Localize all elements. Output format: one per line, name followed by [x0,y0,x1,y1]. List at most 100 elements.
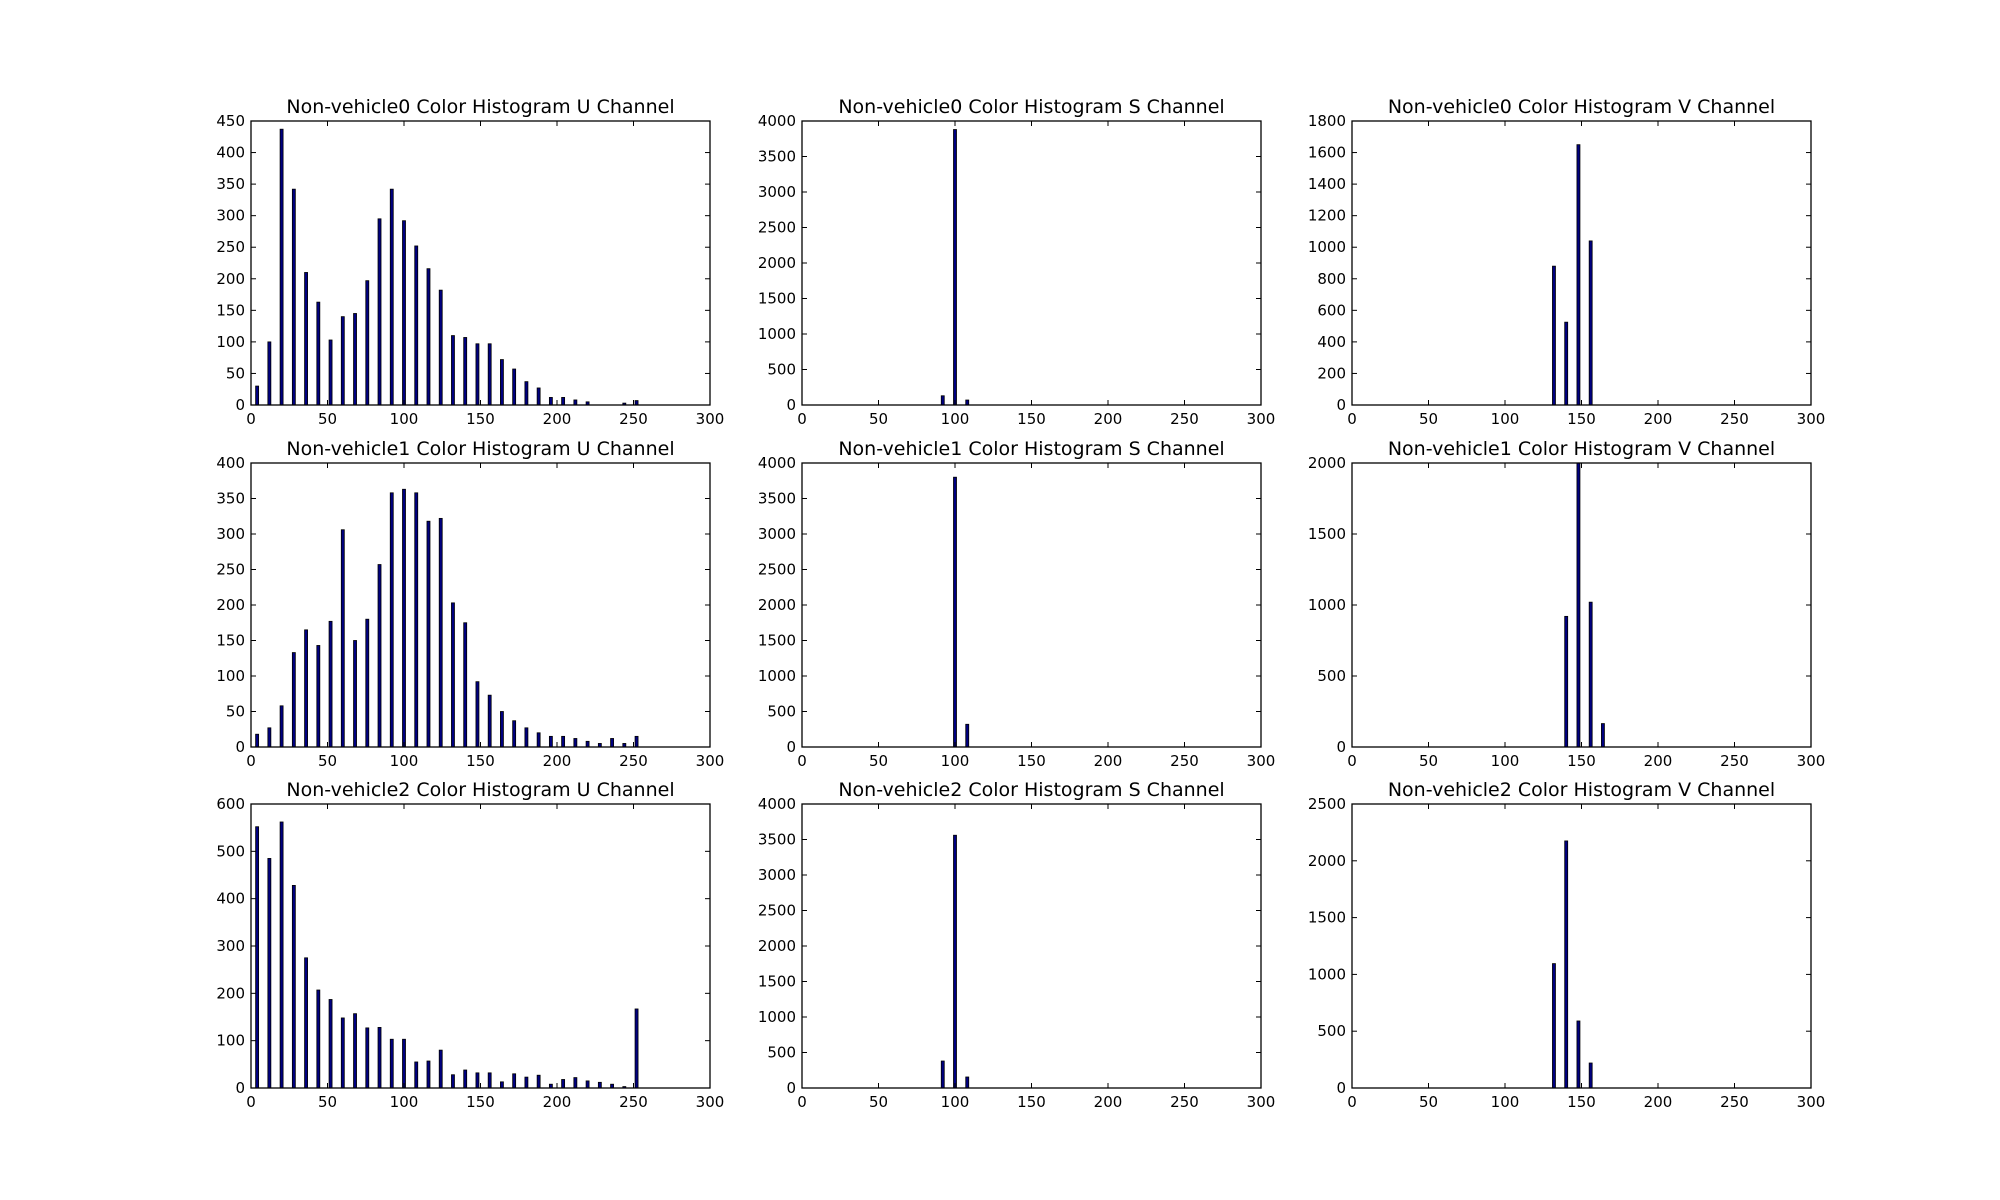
y-tick-label: 0 [786,738,796,756]
y-tick-label: 0 [235,738,245,756]
subplot-4: Non-vehicle1 Color Histogram S Channel 0 5… [758,438,1276,770]
y-tick-label: 2000 [758,254,796,272]
histogram-bar [536,1074,541,1089]
y-tick-label: 400 [216,890,245,908]
y-tick-label: 250 [216,238,245,256]
y-tick-label: 200 [1317,364,1346,382]
y-tick-label: 2500 [758,902,796,920]
y-tick-label: 3500 [758,148,796,166]
histogram-bar [965,723,970,748]
histogram-bar [291,885,296,1089]
histogram-bar [500,711,504,748]
histogram-bar [536,732,541,748]
histogram-bar [304,957,308,1089]
histogram-bar [279,821,284,1089]
histogram-bar [610,738,614,748]
y-tick-label: 2500 [758,561,796,579]
histogram-bar [536,387,541,406]
histogram-bar [328,339,333,406]
histogram-bar [597,1081,602,1089]
y-tick-label: 1500 [1308,525,1346,543]
y-tick-label: 1000 [1308,238,1346,256]
x-tick-label: 300 [1247,410,1276,428]
histogram-bar [328,620,333,748]
y-tick-label: 500 [767,361,796,379]
x-tick-label: 150 [1567,1093,1596,1111]
x-tick-label: 100 [390,1093,419,1111]
y-tick-label: 400 [1317,333,1346,351]
chart-title: Non-vehicle0 Color Histogram S Channel [838,96,1224,118]
histogram-bar [365,1027,370,1089]
y-tick-label: 350 [216,175,245,193]
x-tick-label: 200 [1644,752,1673,770]
histogram-bar [487,1072,492,1089]
y-tick-label: 100 [216,1032,245,1050]
x-tick-label: 50 [318,410,337,428]
histogram-bar [389,492,394,748]
y-tick-label: 100 [216,667,245,685]
x-tick-label: 300 [696,752,725,770]
histogram-bar [279,705,284,748]
plot-frame [801,462,1262,748]
histogram-bar [463,337,468,406]
y-tick-label: 400 [216,144,245,162]
y-tick-label: 0 [1336,1079,1346,1097]
histogram-bar [340,1017,345,1089]
histogram-bar [1552,265,1556,406]
x-tick-label: 250 [1170,1093,1199,1111]
y-tick-label: 350 [216,490,245,508]
y-tick-label: 0 [235,1079,245,1097]
histogram-bar [561,397,566,406]
plot-frame [1351,803,1812,1089]
bars [255,821,639,1089]
y-tick-label: 3000 [758,866,796,884]
y-tick-label: 150 [216,632,245,650]
chart-title: Non-vehicle1 Color Histogram S Channel [838,438,1224,460]
histogram-bar [500,1081,504,1089]
y-tick-label: 2500 [758,219,796,237]
x-tick-label: 150 [1017,752,1046,770]
y-tick-label: 4000 [758,795,796,813]
chart-title: Non-vehicle1 Color Histogram U Channel [286,438,674,460]
y-tick-label: 200 [216,270,245,288]
x-tick-label: 0 [797,752,807,770]
bars [255,128,639,406]
y-tick-label: 400 [216,454,245,472]
histogram-bar [475,1072,480,1089]
histogram-bar [953,834,957,1089]
histogram-bar [585,740,590,748]
x-tick-label: 300 [1247,1093,1276,1111]
subplot-0: Non-vehicle0 Color Histogram U Channel 0 5… [216,96,724,428]
subplot-7: Non-vehicle2 Color Histogram S Channel 0 5… [758,779,1276,1111]
y-tick-label: 500 [216,842,245,860]
histogram-bar [365,618,370,748]
y-tick-label: 0 [786,1079,796,1097]
y-tick-label: 50 [226,364,245,382]
x-tick-label: 250 [1170,752,1199,770]
y-tick-label: 1500 [758,290,796,308]
x-tick-label: 300 [1797,752,1826,770]
x-tick-label: 0 [1347,752,1357,770]
histogram-bar [340,316,345,406]
bars [940,129,970,406]
y-tick-label: 500 [767,1044,796,1062]
y-tick-label: 600 [1317,301,1346,319]
x-tick-label: 250 [619,410,648,428]
histogram-bar [1564,321,1569,406]
bars [953,476,970,748]
x-tick-label: 300 [1797,410,1826,428]
x-tick-label: 100 [1491,752,1520,770]
histogram-bar [304,629,308,748]
histogram-bar [451,335,455,406]
histogram-bar [524,727,529,748]
histogram-bar [402,488,406,748]
histogram-bar [475,343,480,406]
histogram-bar [1576,462,1581,748]
x-tick-label: 50 [1419,410,1438,428]
histogram-bar [1576,144,1581,406]
x-tick-label: 250 [1720,752,1749,770]
x-tick-label: 300 [1247,752,1276,770]
x-tick-label: 100 [390,410,419,428]
histogram-bar [940,1060,945,1089]
